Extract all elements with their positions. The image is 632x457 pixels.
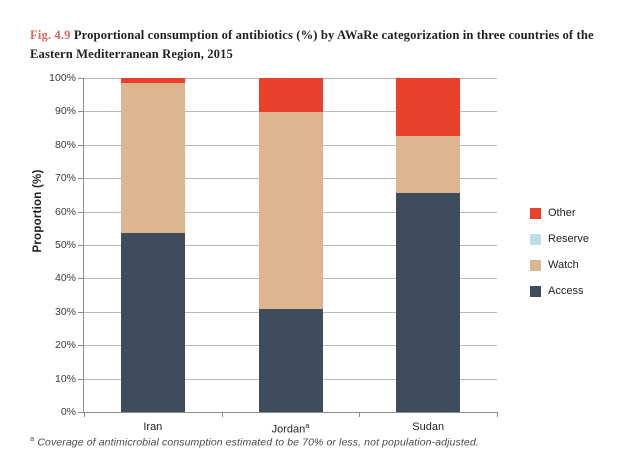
legend-swatch-reserve-icon bbox=[530, 233, 541, 245]
figure-title: Fig. 4.9 Proportional consumption of ant… bbox=[30, 26, 606, 64]
bar-segment-jordan-watch[interactable] bbox=[258, 112, 323, 310]
legend-label-other: Other bbox=[548, 207, 576, 219]
legend-label-access: Access bbox=[548, 285, 584, 297]
y-axis-tick-labels: 0% 10% 20% 30% 40% 50% 60% 70% 80% 90% 100% bbox=[28, 72, 76, 418]
bar-segment-iran-access[interactable] bbox=[120, 233, 185, 412]
legend-item-other[interactable]: Other bbox=[530, 200, 630, 226]
legend-item-access[interactable]: Access bbox=[530, 278, 630, 304]
x-axis-label-text: Jordan bbox=[271, 423, 306, 436]
legend-item-watch[interactable]: Watch bbox=[530, 252, 630, 278]
x-axis-label-iran: Iran bbox=[83, 421, 223, 433]
figure-title-text: Proportional consumption of antibiotics … bbox=[30, 28, 594, 61]
plot-area bbox=[84, 78, 497, 413]
figure-footnote: a Coverage of antimicrobial consumption … bbox=[30, 434, 590, 449]
footnote-marker: a bbox=[30, 434, 35, 443]
bar-segment-iran-watch[interactable] bbox=[120, 83, 185, 234]
chart-legend: Other Reserve Watch Access bbox=[530, 200, 630, 304]
bar-jordan[interactable] bbox=[258, 78, 323, 412]
bar-segment-jordan-other[interactable] bbox=[258, 78, 323, 113]
y-tick-label-60: 60% bbox=[54, 205, 76, 218]
bar-sudan[interactable] bbox=[396, 78, 461, 412]
legend-label-reserve: Reserve bbox=[548, 233, 589, 245]
y-tick-mark-0 bbox=[78, 412, 83, 413]
x-tick-mark-end bbox=[497, 412, 498, 417]
y-tick-label-100: 100% bbox=[49, 72, 76, 84]
y-tick-mark-90 bbox=[78, 111, 83, 113]
legend-swatch-watch-icon bbox=[530, 259, 541, 271]
legend-swatch-access-icon bbox=[530, 285, 541, 297]
y-tick-mark-70 bbox=[78, 178, 83, 180]
bar-segment-jordan-access[interactable] bbox=[258, 309, 323, 412]
y-tick-mark-40 bbox=[78, 278, 83, 280]
y-tick-mark-100 bbox=[78, 78, 83, 79]
y-tick-label-50: 50% bbox=[54, 239, 76, 251]
figure-number: Fig. 4.9 bbox=[30, 28, 71, 42]
bar-segment-sudan-access[interactable] bbox=[396, 193, 461, 412]
y-tick-mark-80 bbox=[78, 144, 83, 146]
x-axis-label-sudan: Sudan bbox=[358, 421, 498, 433]
legend-item-reserve[interactable]: Reserve bbox=[530, 226, 630, 252]
legend-swatch-other-icon bbox=[530, 207, 541, 219]
y-tick-mark-20 bbox=[78, 345, 83, 347]
y-tick-mark-60 bbox=[78, 211, 83, 213]
x-axis-label-text: Iran bbox=[143, 421, 163, 433]
x-tick-mark-1 bbox=[221, 412, 223, 417]
y-axis-line bbox=[83, 78, 84, 413]
legend-label-watch: Watch bbox=[548, 259, 579, 271]
y-tick-mark-50 bbox=[78, 245, 83, 246]
gridline-0 bbox=[84, 412, 497, 413]
y-tick-label-0: 0% bbox=[60, 406, 76, 418]
bar-segment-sudan-other[interactable] bbox=[396, 78, 461, 137]
y-tick-mark-30 bbox=[78, 311, 83, 313]
y-tick-label-80: 80% bbox=[54, 138, 76, 151]
x-tick-mark-2 bbox=[359, 412, 361, 417]
y-tick-label-40: 40% bbox=[54, 272, 76, 285]
y-tick-label-20: 20% bbox=[54, 339, 76, 352]
y-tick-label-70: 70% bbox=[54, 172, 76, 185]
x-axis-label-text: Sudan bbox=[412, 421, 445, 433]
x-tick-mark-0 bbox=[84, 412, 85, 417]
bar-segment-sudan-watch[interactable] bbox=[396, 136, 461, 194]
y-tick-mark-10 bbox=[78, 378, 83, 380]
footnote-text: Coverage of antimicrobial consumption es… bbox=[37, 436, 479, 449]
y-tick-label-90: 90% bbox=[54, 105, 76, 118]
y-tick-label-10: 10% bbox=[54, 372, 76, 385]
bar-iran[interactable] bbox=[120, 78, 185, 412]
x-axis-label-footnote-marker: a bbox=[305, 421, 310, 430]
bar-segment-iran-other[interactable] bbox=[120, 78, 185, 84]
y-tick-label-30: 30% bbox=[54, 305, 76, 318]
x-axis-label-jordan: Jordana bbox=[221, 421, 361, 436]
